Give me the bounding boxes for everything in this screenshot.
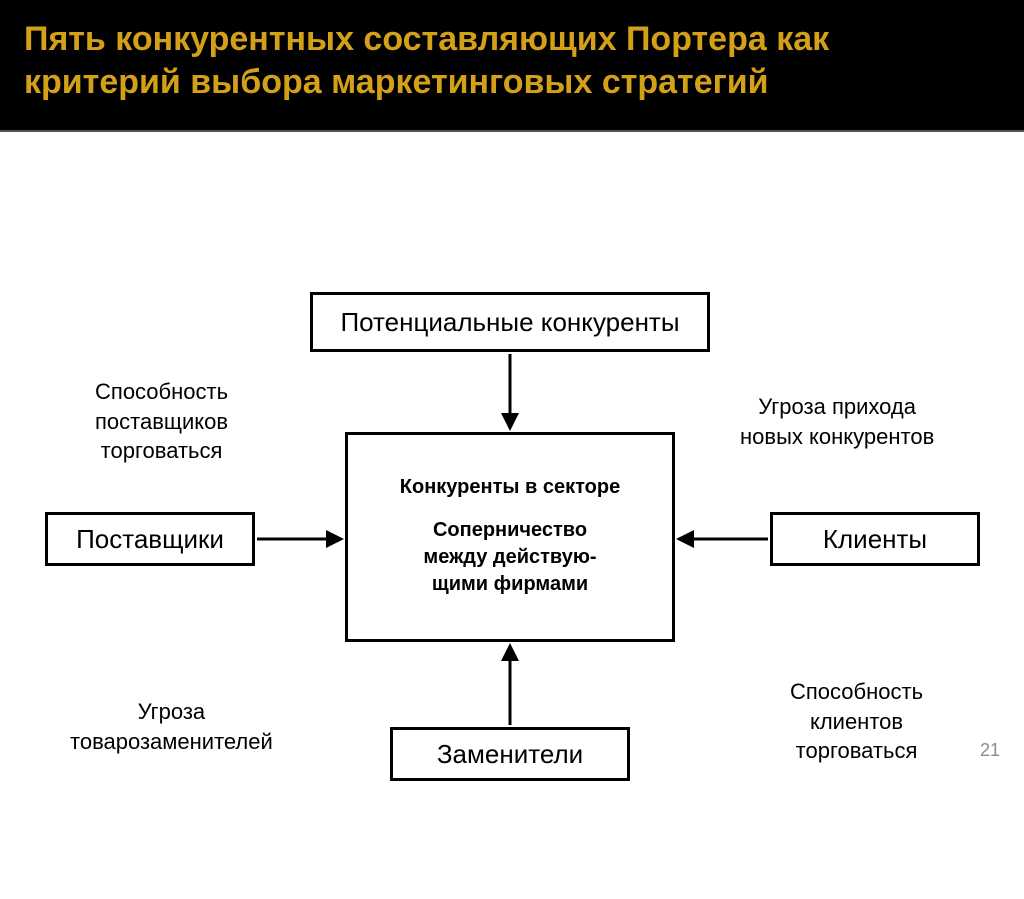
lbl-bl-2: товарозаменителей [70, 727, 273, 757]
node-clients: Клиенты [770, 512, 980, 566]
center-title: Конкуренты в секторе [400, 476, 620, 499]
lbl-tl-2: поставщиков [95, 407, 228, 437]
node-substitutes: Заменители [390, 727, 630, 781]
title-line1: Пять конкурентных составляющих Портера к… [24, 20, 829, 58]
lbl-br-3: торговаться [790, 736, 923, 766]
label-new-entrants-threat: Угроза прихода новых конкурентов [740, 392, 934, 451]
lbl-tr-2: новых конкурентов [740, 422, 934, 452]
center-line1: Соперничество [433, 519, 587, 541]
slide-title: Пять конкурентных составляющих Портера к… [24, 18, 1000, 103]
label-supplier-power: Способность поставщиков торговаться [95, 377, 228, 466]
node-sector-competitors: Конкуренты в секторе Соперничество между… [345, 432, 675, 642]
label-substitutes-threat: Угроза товарозаменителей [70, 697, 273, 756]
slide-header: Пять конкурентных составляющих Портера к… [0, 0, 1024, 132]
lbl-br-2: клиентов [790, 707, 923, 737]
center-body: Соперничество между действую- щими фирма… [423, 517, 596, 598]
title-line2: критерий выбора маркетинговых стратегий [24, 63, 769, 101]
page-number: 21 [980, 740, 1000, 761]
node-top-label: Потенциальные конкуренты [340, 307, 679, 338]
node-suppliers: Поставщики [45, 512, 255, 566]
label-buyer-power: Способность клиентов торговаться [790, 677, 923, 766]
lbl-tr-1: Угроза прихода [740, 392, 934, 422]
node-right-label: Клиенты [823, 524, 927, 555]
lbl-br-1: Способность [790, 677, 923, 707]
center-line3: щими фирмами [432, 573, 588, 595]
lbl-tl-1: Способность [95, 377, 228, 407]
node-left-label: Поставщики [76, 524, 224, 555]
lbl-tl-3: торговаться [95, 436, 228, 466]
lbl-bl-1: Угроза [70, 697, 273, 727]
node-potential-competitors: Потенциальные конкуренты [310, 292, 710, 352]
center-line2: между действую- [423, 546, 596, 568]
node-bottom-label: Заменители [437, 739, 583, 770]
